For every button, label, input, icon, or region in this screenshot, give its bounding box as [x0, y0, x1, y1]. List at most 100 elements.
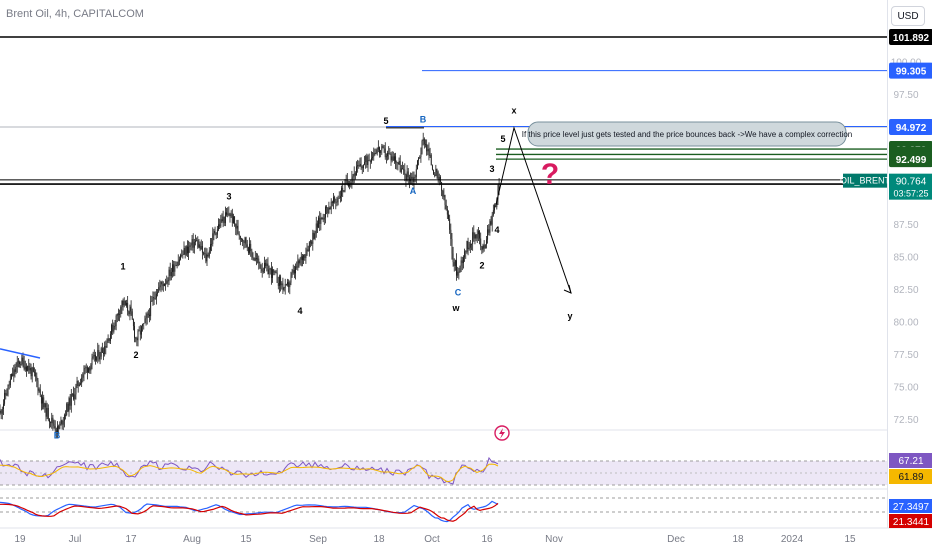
candle-body: [210, 244, 211, 250]
candle-body: [66, 404, 67, 415]
candle-body: [187, 246, 188, 253]
candle-body: [31, 368, 32, 376]
candle-body: [2, 409, 3, 414]
candle-body: [20, 364, 21, 365]
candle-body: [182, 254, 183, 255]
x-tick-label: Sep: [309, 534, 327, 545]
candle-body: [29, 368, 30, 371]
candle-body: [447, 209, 448, 215]
candle-body: [493, 210, 494, 215]
candle-body: [483, 245, 484, 249]
candle-body: [257, 259, 258, 260]
candle-body: [23, 358, 24, 361]
candle-body: [189, 245, 190, 246]
candle-body: [475, 234, 476, 238]
candle-body: [16, 367, 17, 372]
candle-body: [342, 188, 343, 192]
candle-body: [401, 168, 402, 171]
candle-body: [109, 338, 110, 341]
candle-body: [240, 236, 241, 239]
candle-body: [291, 275, 292, 282]
symbol-tag: OIL_BRENT: [840, 176, 891, 186]
candle-body: [38, 381, 39, 391]
candle-body: [95, 355, 96, 360]
candle-body: [220, 219, 221, 226]
candle-body: [341, 188, 342, 196]
candle-body: [156, 294, 157, 298]
candle-body: [163, 284, 164, 286]
candle-body: [443, 195, 444, 196]
candle-body: [204, 253, 205, 254]
candle-body: [1, 411, 2, 414]
candle-body: [360, 164, 361, 166]
wave-label: 2: [479, 260, 484, 270]
x-tick-label: Jul: [69, 534, 82, 545]
candle-body: [10, 379, 11, 385]
candle-body: [289, 283, 290, 288]
candle-body: [370, 161, 371, 162]
candle-body: [301, 256, 302, 259]
wave-label: 3: [489, 164, 494, 174]
candle-body: [446, 205, 447, 209]
candle-body: [392, 156, 393, 160]
candle-body: [431, 155, 432, 165]
candle-body: [64, 415, 65, 421]
candle-body: [186, 246, 187, 254]
price-label-99305: 99.305: [896, 67, 927, 78]
currency-button[interactable]: USD: [891, 6, 925, 26]
wave-label: 5: [383, 116, 388, 126]
wave-label: y: [567, 311, 572, 321]
candle-body: [121, 300, 122, 307]
candle-body: [151, 301, 152, 302]
x-tick-label: 18: [732, 534, 744, 545]
candle-body: [93, 356, 94, 358]
candle-body: [399, 161, 400, 164]
candle-body: [213, 231, 214, 233]
candle-body: [460, 266, 461, 273]
candle-body: [365, 156, 366, 162]
x-tick-label: 16: [481, 534, 493, 545]
candle-body: [28, 366, 29, 371]
candle-body: [51, 418, 52, 423]
annotation-text: If this price level just gets tested and…: [522, 130, 852, 139]
candle-body: [247, 244, 248, 247]
candle-body: [320, 218, 321, 224]
candle-body: [333, 197, 334, 203]
candle-body: [295, 266, 296, 273]
wave-label: 2: [133, 350, 138, 360]
candle-body: [464, 251, 465, 257]
candle-body: [315, 233, 316, 238]
candle-body: [5, 393, 6, 395]
candle-body: [96, 356, 97, 360]
candle-body: [125, 301, 126, 306]
candle-body: [418, 158, 419, 160]
candle-body: [140, 331, 141, 335]
candle-body: [470, 244, 471, 248]
candle-body: [62, 420, 63, 425]
candle-body: [224, 217, 225, 223]
candle-body: [314, 233, 315, 239]
candle-body: [407, 171, 408, 180]
candle-body: [384, 147, 385, 148]
candle-body: [59, 424, 60, 429]
candle-body: [148, 314, 149, 315]
candle-body: [354, 173, 355, 176]
candle-body: [85, 368, 86, 369]
candle-body: [311, 242, 312, 244]
candle-body: [266, 264, 267, 266]
candle-body: [479, 231, 480, 238]
candle-body: [21, 358, 22, 365]
candle-body: [404, 170, 405, 175]
candle-body: [112, 325, 113, 332]
wave-label: w: [451, 303, 460, 313]
candle-body: [49, 419, 50, 422]
candle-body: [318, 218, 319, 228]
candle-body: [334, 197, 335, 202]
candle-body: [63, 421, 64, 425]
candle-body: [215, 231, 216, 234]
candle-body: [332, 202, 333, 203]
candle-body: [176, 265, 177, 266]
rsi-ma-value: 61.89: [898, 472, 923, 483]
